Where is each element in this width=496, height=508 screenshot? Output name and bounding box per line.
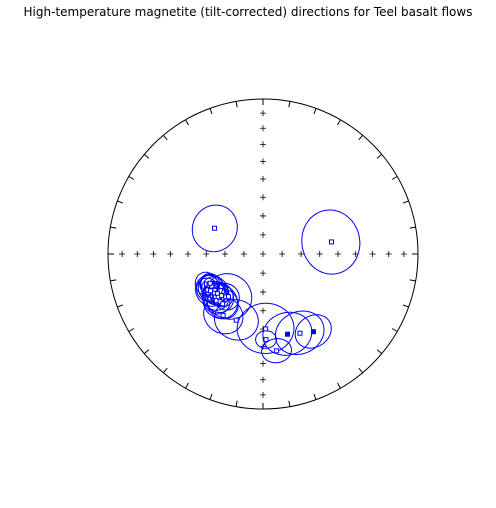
grid-cross [167,251,174,257]
a95-ellipse [301,209,361,275]
declination-tick [110,279,117,282]
data-point [220,301,226,307]
declination-tick [313,108,317,115]
data-point [297,330,303,336]
chart-title: High-temperature magnetite (tilt-correct… [23,5,473,19]
data-point [219,292,225,298]
grid-cross [240,251,247,257]
a95-ellipse [211,282,240,311]
data-point [310,329,316,335]
declination-tick [143,349,150,355]
declination-tick [209,108,213,115]
declination-tick [162,134,168,141]
data-point [263,337,269,343]
declination-tick [376,153,383,159]
data-point [208,288,214,294]
grid-cross [260,176,266,183]
declination-tick [162,367,168,374]
grid-cross [260,307,266,314]
declination-tick [185,119,189,126]
a95-ellipse [274,310,325,355]
declination-tick [409,226,416,229]
grid-cross [298,251,305,257]
declination-tick [288,101,291,108]
declination-tick [235,400,238,407]
a95-ellipse [191,204,238,253]
declination-tick [117,304,124,308]
data-point [285,331,291,337]
data-point [212,225,218,231]
declination-tick [128,328,135,332]
grid-cross [260,391,266,398]
declination-tick [376,349,383,355]
grid-cross [334,251,341,257]
declination-tick [235,101,238,108]
declination-tick [143,153,150,159]
grid-cross [279,251,286,257]
grid-cross [221,251,228,257]
declination-tick [209,393,213,400]
grid-cross [260,194,266,201]
grid-cross [260,251,266,257]
data-point [263,326,269,332]
grid-cross [316,251,323,257]
a95-ellipse [261,338,292,364]
grid-cross [400,251,407,257]
grid-cross [385,251,392,257]
declination-tick [409,279,416,282]
a95-ellipse [294,314,332,349]
grid-cross [260,110,266,117]
data-point [328,239,334,245]
declination-tick [402,304,409,308]
grid-cross [369,251,376,257]
data-point [220,312,226,318]
declination-tick [358,367,364,374]
declination-tick [313,393,317,400]
grid-cross [260,289,266,296]
grid-cross [260,376,266,383]
a95-ellipse [255,330,277,349]
data-point [274,348,280,354]
grid-cross [260,141,266,148]
declination-tick [288,400,291,407]
grid-cross [260,158,266,165]
grid-cross [260,360,266,367]
data-point [207,280,213,286]
declination-tick [358,134,364,141]
grid-cross [203,251,210,257]
declination-tick [337,382,341,389]
a95-ellipse [203,295,244,335]
grid-cross [185,251,192,257]
grid-cross [150,251,157,257]
data-point [233,317,239,323]
declination-tick [391,176,398,180]
declination-tick [117,200,124,204]
grid-cross [134,251,141,257]
grid-cross [260,125,266,132]
grid-cross [260,212,266,219]
declination-tick [185,382,189,389]
declination-tick [110,226,117,229]
declination-tick [128,176,135,180]
grid-cross [260,270,266,277]
grid-cross [260,231,266,238]
declination-tick [402,200,409,204]
declination-tick [391,328,398,332]
grid-cross [119,251,126,257]
data-point [225,294,231,300]
declination-tick [337,119,341,126]
